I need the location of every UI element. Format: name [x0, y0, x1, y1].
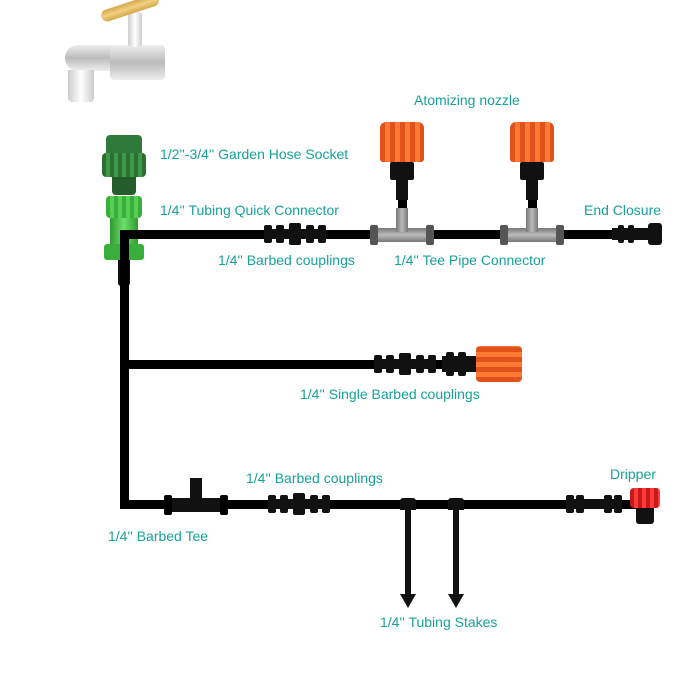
- barbed-couplings-bottom-label: 1/4'' Barbed couplings: [246, 470, 383, 486]
- main-vertical-pipe: [120, 284, 129, 504]
- atomizing-nozzle-2-icon: [508, 122, 556, 200]
- barbed-tee-icon: [166, 478, 226, 528]
- tee-pipe-connector-label: 1/4'' Tee Pipe Connector: [394, 252, 545, 268]
- diagram-canvas: 1/2''-3/4'' Garden Hose Socket 1/4'' Tub…: [0, 0, 700, 700]
- quick-connector-label: 1/4'' Tubing Quick Connector: [160, 202, 339, 218]
- tee-connector-1-icon: [372, 208, 432, 258]
- barbed-coupling-bottom-icon: [264, 495, 334, 513]
- dripper-icon: [628, 488, 662, 524]
- tee-connector-2-icon: [502, 208, 562, 258]
- barbed-couplings-top-label: 1/4'' Barbed couplings: [218, 252, 355, 268]
- dripper-barb-icon: [564, 495, 624, 513]
- barbed-coupling-top-icon: [260, 225, 330, 243]
- tubing-stakes-label: 1/4'' Tubing Stakes: [380, 614, 497, 630]
- faucet-icon: [40, 0, 170, 115]
- end-closure-label: End Closure: [584, 202, 661, 218]
- barbed-tee-label: 1/4'' Barbed Tee: [108, 528, 208, 544]
- tubing-stake-1-icon: [400, 498, 416, 608]
- tubing-stake-2-icon: [448, 498, 464, 608]
- single-barbed-icon: [370, 355, 440, 373]
- hose-socket-icon: [102, 135, 146, 195]
- hose-socket-label: 1/2''-3/4'' Garden Hose Socket: [160, 146, 348, 162]
- single-barbed-label: 1/4'' Single Barbed couplings: [300, 386, 480, 402]
- adjustable-dripper-icon: [442, 344, 522, 384]
- atomizing-nozzle-1-icon: [378, 122, 426, 200]
- branch-1-join: [120, 230, 129, 290]
- end-closure-icon: [612, 223, 662, 245]
- dripper-label: Dripper: [610, 466, 656, 482]
- atomizing-nozzle-label: Atomizing nozzle: [414, 92, 520, 108]
